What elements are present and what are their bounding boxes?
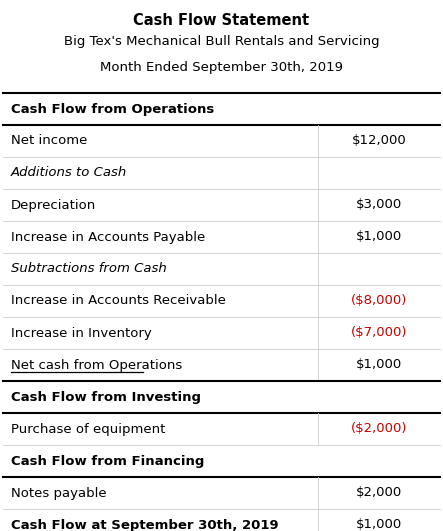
Text: $1,000: $1,000 <box>356 518 402 531</box>
Text: ($7,000): ($7,000) <box>351 327 407 339</box>
Text: Notes payable: Notes payable <box>11 486 107 500</box>
Text: Increase in Accounts Receivable: Increase in Accounts Receivable <box>11 295 226 307</box>
Text: Month Ended September 30th, 2019: Month Ended September 30th, 2019 <box>100 61 343 74</box>
Text: Big Tex's Mechanical Bull Rentals and Servicing: Big Tex's Mechanical Bull Rentals and Se… <box>64 35 379 48</box>
Text: Purchase of equipment: Purchase of equipment <box>11 423 165 435</box>
Text: $2,000: $2,000 <box>356 486 402 500</box>
Text: Depreciation: Depreciation <box>11 199 96 211</box>
Text: Net income: Net income <box>11 134 87 148</box>
Text: $1,000: $1,000 <box>356 358 402 372</box>
Text: Cash Flow from Financing: Cash Flow from Financing <box>11 455 204 467</box>
Text: Increase in Inventory: Increase in Inventory <box>11 327 152 339</box>
Text: ($8,000): ($8,000) <box>351 295 407 307</box>
Text: $1,000: $1,000 <box>356 230 402 244</box>
Text: Cash Flow from Operations: Cash Flow from Operations <box>11 102 214 116</box>
Text: Cash Flow from Investing: Cash Flow from Investing <box>11 390 201 404</box>
Text: $3,000: $3,000 <box>356 199 402 211</box>
Text: ($2,000): ($2,000) <box>351 423 407 435</box>
Text: $12,000: $12,000 <box>352 134 406 148</box>
Text: Additions to Cash: Additions to Cash <box>11 167 127 179</box>
Text: Increase in Accounts Payable: Increase in Accounts Payable <box>11 230 205 244</box>
Text: Cash Flow at September 30th, 2019: Cash Flow at September 30th, 2019 <box>11 518 279 531</box>
Text: Net cash from Operations: Net cash from Operations <box>11 358 182 372</box>
Text: Subtractions from Cash: Subtractions from Cash <box>11 262 167 276</box>
Text: Cash Flow Statement: Cash Flow Statement <box>133 13 310 28</box>
